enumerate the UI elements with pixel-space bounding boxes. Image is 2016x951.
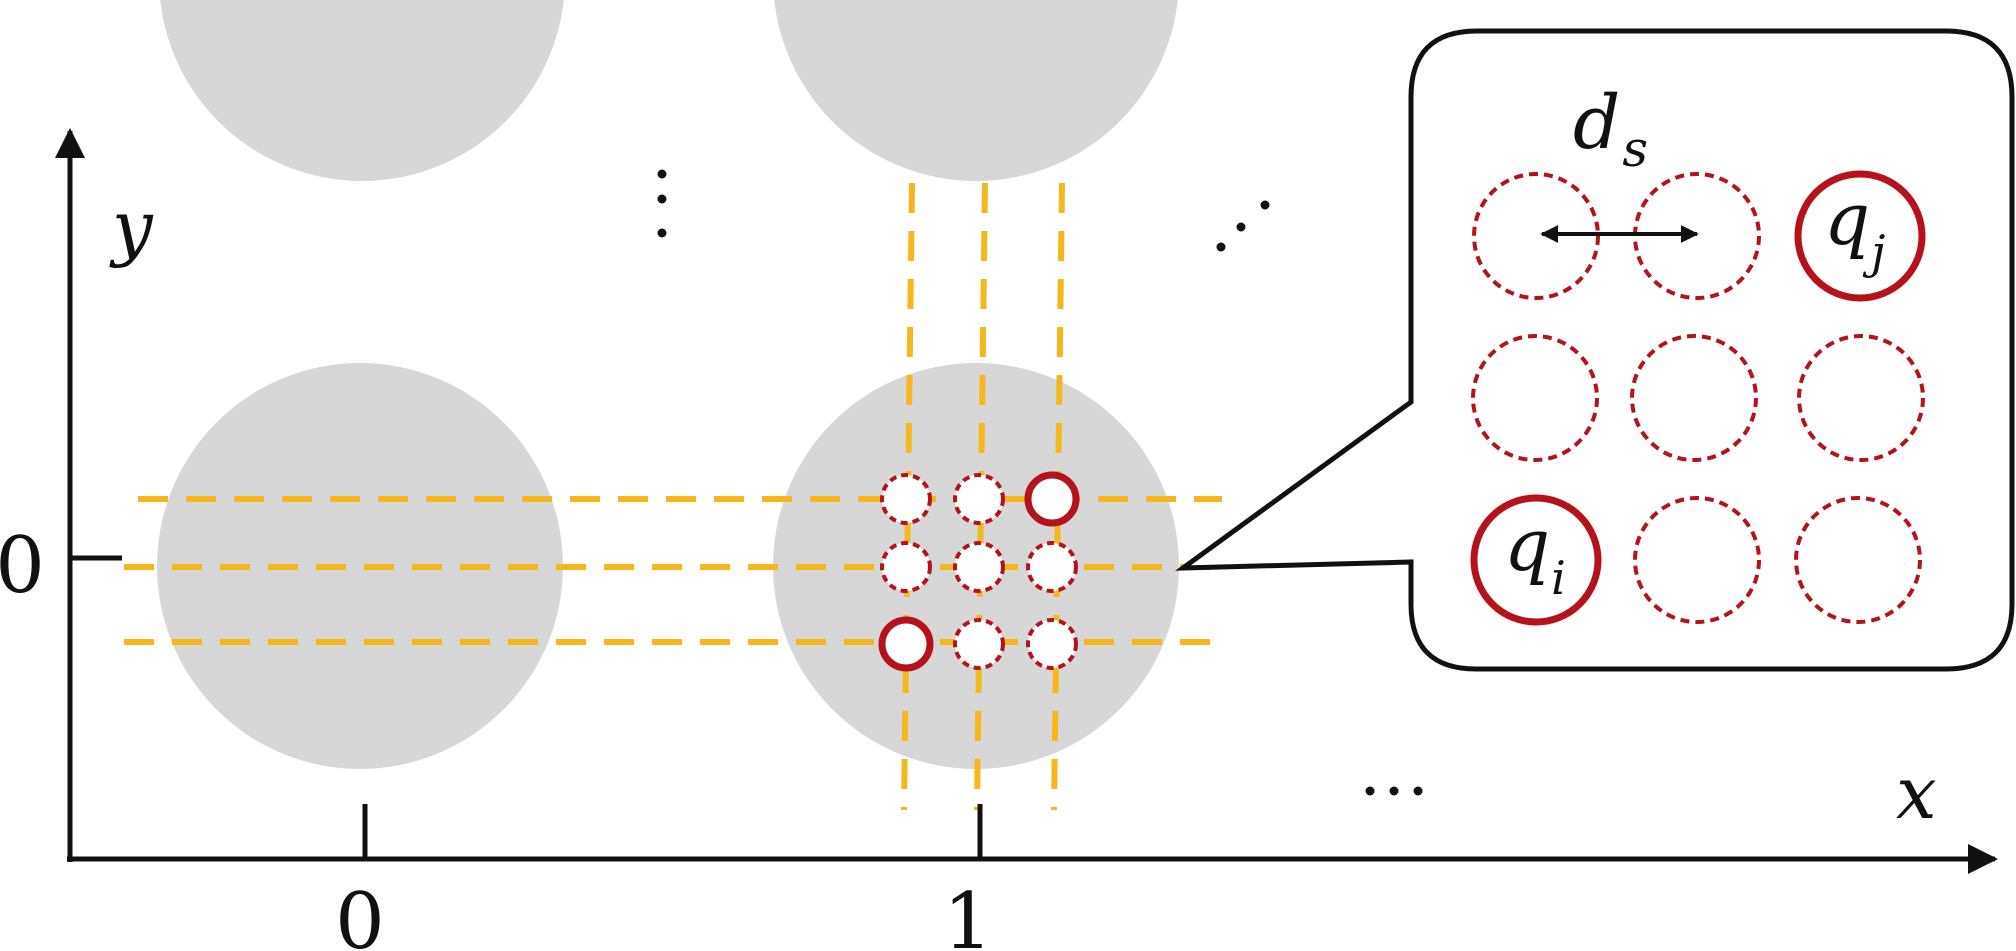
site-dashed (880, 541, 932, 593)
site-grid (878, 471, 1080, 672)
site-dashed (1026, 618, 1078, 670)
diagonal-ellipsis-icon (1216, 200, 1270, 252)
lattice-cell-origin (157, 363, 563, 769)
horizontal-ellipsis-icon (1365, 786, 1423, 796)
axes (55, 128, 1998, 874)
callout-site-qi (1470, 494, 1602, 626)
callout-site-dashed (1633, 496, 1761, 624)
x-axis-label: x (1896, 751, 1937, 835)
site-qj-label: qj (1824, 177, 1885, 279)
y-axis-label: y (109, 185, 154, 269)
lattice-cell-top-left (160, 0, 564, 181)
callout-site-grid (1470, 170, 1926, 626)
callout-site-dashed (1630, 334, 1758, 462)
site-dashed (1026, 541, 1078, 593)
lattice-cells (157, 0, 1179, 769)
lattice-cell-top-right (774, 0, 1178, 181)
callout-site-dashed (1471, 334, 1599, 462)
vertical-ellipsis-icon (657, 169, 667, 238)
x-tick-label-1: 1 (943, 877, 993, 951)
y-tick-label-0: 0 (0, 521, 45, 611)
callout-site-dashed (1794, 496, 1922, 624)
site-qi-label: qi (1504, 503, 1566, 605)
site-dashed (953, 618, 1005, 670)
callout-bubble (1175, 28, 2015, 672)
spacing-label: ds (1573, 80, 1648, 178)
site-dashed (880, 473, 932, 525)
callout-site-dashed (1797, 334, 1925, 462)
site-dashed (953, 541, 1005, 593)
site-dashed (953, 473, 1005, 525)
x-tick-label-0: 0 (335, 877, 385, 951)
callout-site-qj (1794, 170, 1926, 302)
site-qj (1024, 471, 1080, 527)
site-qi (878, 616, 934, 672)
